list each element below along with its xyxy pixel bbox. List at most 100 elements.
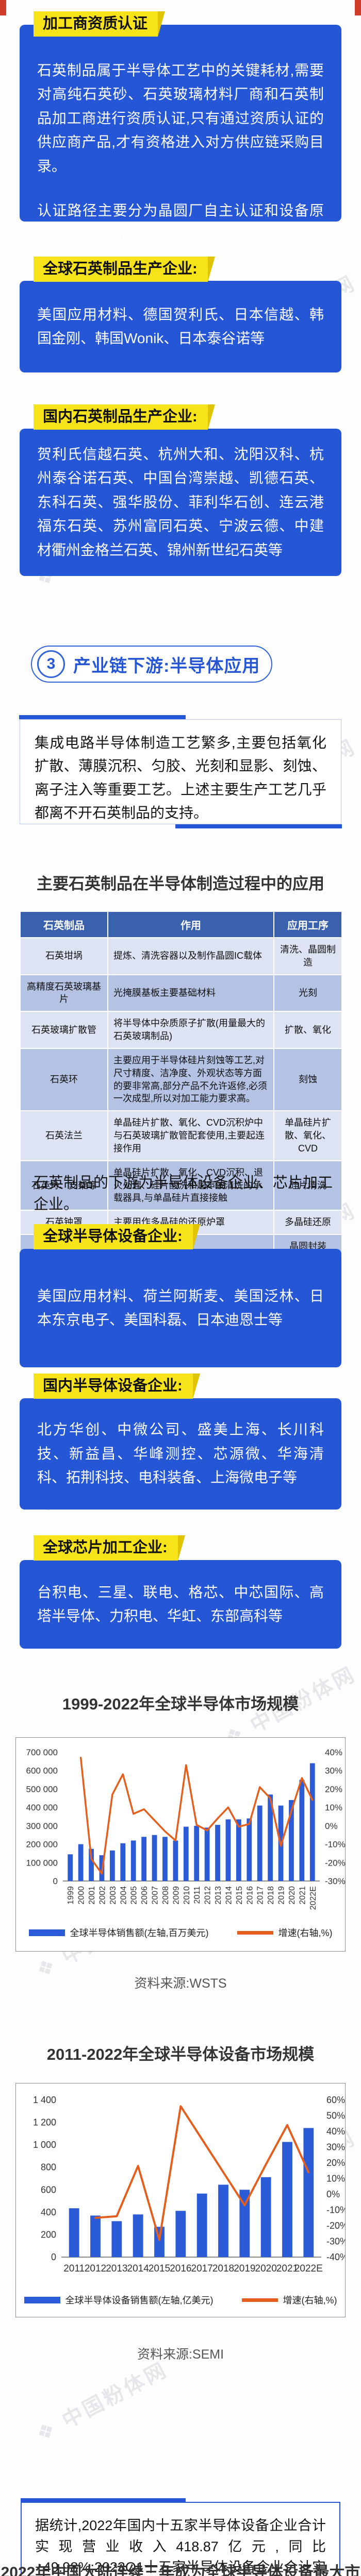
chart2-legend-bar-label: 全球半导体设备销售额(左轴,亿美元)	[65, 2295, 214, 2306]
category-label: 2005	[130, 1886, 139, 1905]
category-label: 2017	[256, 1886, 265, 1905]
table-row: 高精度石英玻璃基片 光掩膜基板主要基础材料 光刻	[20, 974, 342, 1012]
bar-2011	[69, 2208, 79, 2257]
global-fabs-body: 台积电、三星、联电、格芯、中芯国际、高塔半导体、力积电、华虹、东部高科等	[37, 1584, 324, 1624]
table-header-cell: 应用工序	[273, 911, 342, 938]
bar-2020	[289, 1800, 294, 1881]
table-row: 石英环 主要应用于半导体硅片刻蚀等工艺,对尺寸精度、洁净度、外观状态等方面的要非常…	[20, 1047, 342, 1112]
chart1-legend: 全球半导体销售额(左轴,百万美元) 增速(右轴,%)	[16, 1926, 345, 1939]
tag-global-equipment: 全球半导体设备企业:	[34, 1224, 200, 1250]
left-axis-tick: 700 000	[26, 1748, 58, 1757]
category-label: 2013	[106, 2263, 127, 2274]
growth-line	[79, 1756, 314, 1875]
bar-2014	[225, 1819, 231, 1881]
bar-2012	[204, 1827, 210, 1881]
category-label: 2012	[204, 1886, 212, 1905]
processor-cert-p1: 石英制品属于半导体工艺中的关键耗材,需要对高纯石英砂、石英玻璃材料厂商和石英制品…	[37, 62, 324, 174]
chart1-title: 1999-2022年全球半导体市场规模	[62, 1695, 299, 1713]
category-label: 2017	[191, 2263, 213, 2274]
bar-2021	[282, 2142, 292, 2257]
table-row: 石英舟、支架等 单晶硅片扩散、氧化、CVD沉积、退火处理、硅片酸洗和超声波清洗的承…	[20, 1160, 342, 1211]
bar-2001	[89, 1849, 94, 1881]
bar-2019	[239, 2190, 250, 2257]
global-equipment-body: 美国应用材料、荷兰阿斯麦、美国泛林、日本东京电子、美国科磊、日本迪恩士等	[37, 1287, 324, 1328]
bar-2013	[215, 1825, 220, 1881]
bar-2016	[175, 2211, 186, 2257]
chart2-source: 资料来源:SEMI	[137, 2347, 224, 2362]
right-axis-tick: 0%	[326, 2189, 340, 2199]
table-cell-role: 将半导体中杂质原子扩散(用量最大的石英玻璃制品)	[107, 1011, 274, 1049]
right-axis-tick: 40%	[325, 1748, 342, 1757]
right-axis-tick: -40%	[326, 2252, 345, 2262]
bar-2022E	[303, 2128, 314, 2257]
category-label: 2014	[127, 2263, 150, 2274]
chapter-number: 3	[37, 650, 65, 678]
right-axis-tick: -30%	[326, 2236, 345, 2247]
bar-2015	[154, 2227, 165, 2257]
bar-2000	[78, 1844, 84, 1881]
corner-mark-left	[0, 0, 6, 15]
bar-2018	[268, 1794, 273, 1881]
category-label: 2009	[172, 1886, 180, 1905]
table-header-cell: 作用	[107, 911, 274, 938]
tag-global-quartz-makers: 全球石英制品生产企业:	[34, 257, 215, 282]
right-axis-tick: 20%	[325, 1784, 342, 1794]
category-label: 2016	[170, 2263, 191, 2274]
left-axis-tick: 0	[51, 2252, 56, 2262]
chapter-header: 3 产业链下游:半导体应用	[31, 646, 273, 683]
left-axis-tick: 1 200	[33, 2117, 56, 2128]
category-label: 2006	[140, 1886, 149, 1905]
intro-text: 集成电路半导体制造工艺繁多,主要包括氧化扩散、薄膜沉积、匀胶、光刻和显影、刻蚀、…	[35, 735, 326, 821]
domestic-equipment-body: 北方华创、中微公司、盛美上海、长川科技、新益昌、华峰测控、芯源微、华海清科、拓荆…	[37, 1421, 324, 1486]
tag-processor-cert: 加工商资质认证	[34, 11, 166, 37]
table-cell-role: 单晶硅片扩散、氧化、CVD沉积、退火处理、硅片酸洗和超声波清洗的承载器具,与单晶…	[107, 1160, 274, 1211]
chart2-svg: 0 200 400 600 800 1 000 1 200 1 400 -40% -30% -20%…	[33, 2095, 348, 2274]
table-cell-process: 硅片清洗	[273, 1160, 342, 1211]
bar-2008	[162, 1837, 168, 1881]
chart1-source: 资料来源:WSTS	[134, 1976, 227, 1991]
table-header-row: 石英制品 作用 应用工序	[20, 911, 342, 938]
table-cell-process: 扩散、氧化	[273, 1011, 342, 1049]
category-label: 2019	[277, 1886, 286, 1905]
box-global-fabs: 台积电、三星、联电、格芯、中芯国际、高塔半导体、力积电、华虹、东部高科等	[20, 1560, 341, 1649]
box-domestic-quartz-makers: 贺利氏信越石英、杭州大和、沈阳汉科、杭州泰谷诺石英、中国台湾崇越、凯德石英、东科…	[20, 429, 341, 576]
left-axis-tick: 400	[41, 2207, 56, 2217]
table-cell-role: 光掩膜基板主要基础材料	[107, 974, 274, 1012]
table-row: 石英坩埚 提炼、清洗容器以及制作晶圆IC载体 清洗、晶圆制造	[20, 937, 342, 975]
table-title: 主要石英制品在半导体制造过程中的应用	[37, 875, 324, 893]
chapter-title: 产业链下游:半导体应用	[73, 656, 260, 676]
chart-global-equipment-market: 0 200 400 600 800 1 000 1 200 1 400 -40% -30% -20%…	[15, 2083, 348, 2317]
bar-2017	[257, 1805, 262, 1881]
left-axis-tick: 500 000	[26, 1784, 58, 1794]
chart2-legend: 全球半导体设备销售额(左轴,亿美元) 增速(右轴,%)	[16, 2293, 345, 2307]
bar-2011	[194, 1825, 200, 1881]
corner-mark-right	[355, 0, 361, 15]
table-cell-product: 高精度石英玻璃基片	[20, 974, 108, 1012]
category-label: 2016	[245, 1886, 254, 1905]
bar-2020	[260, 2177, 271, 2257]
category-label: 2015	[149, 2263, 170, 2274]
table-cell-role: 主要应用于半导体硅片刻蚀等工艺,对尺寸精度、洁净度、外观状态等方面的要非常高,部…	[107, 1047, 274, 1112]
bar-2003	[109, 1850, 115, 1881]
chart1-legend-line-label: 增速(右轴,%)	[278, 1928, 333, 1938]
right-axis-tick: -20%	[325, 1858, 345, 1868]
right-axis-tick: 20%	[326, 2158, 345, 2168]
table-cell-process: 单晶硅片扩散、氧化、CVD	[273, 1110, 342, 1161]
bar-2015	[236, 1819, 241, 1881]
left-axis-tick: 200 000	[26, 1840, 58, 1850]
category-label: 2013	[214, 1886, 223, 1905]
category-label: 2020	[255, 2263, 277, 2274]
category-label: 2018	[267, 1886, 275, 1905]
accent-bar	[175, 824, 342, 828]
box-processor-cert: 石英制品属于半导体工艺中的关键耗材,需要对高纯石英砂、石英玻璃材料厂商和石英制品…	[20, 25, 341, 243]
left-axis-tick: 400 000	[26, 1803, 58, 1812]
category-label: 2015	[235, 1886, 244, 1905]
downstream-note: 石英制品的下游为半导体设备企业、芯片加工企业。	[34, 1175, 333, 1213]
bar-2012	[90, 2215, 101, 2257]
right-axis-tick: 50%	[326, 2111, 345, 2121]
right-axis-tick: 10%	[326, 2174, 345, 2184]
bar-2014	[133, 2214, 143, 2257]
bar-2018	[218, 2184, 228, 2257]
category-label: 2000	[77, 1886, 86, 1905]
bar-2022E	[309, 1763, 315, 1881]
